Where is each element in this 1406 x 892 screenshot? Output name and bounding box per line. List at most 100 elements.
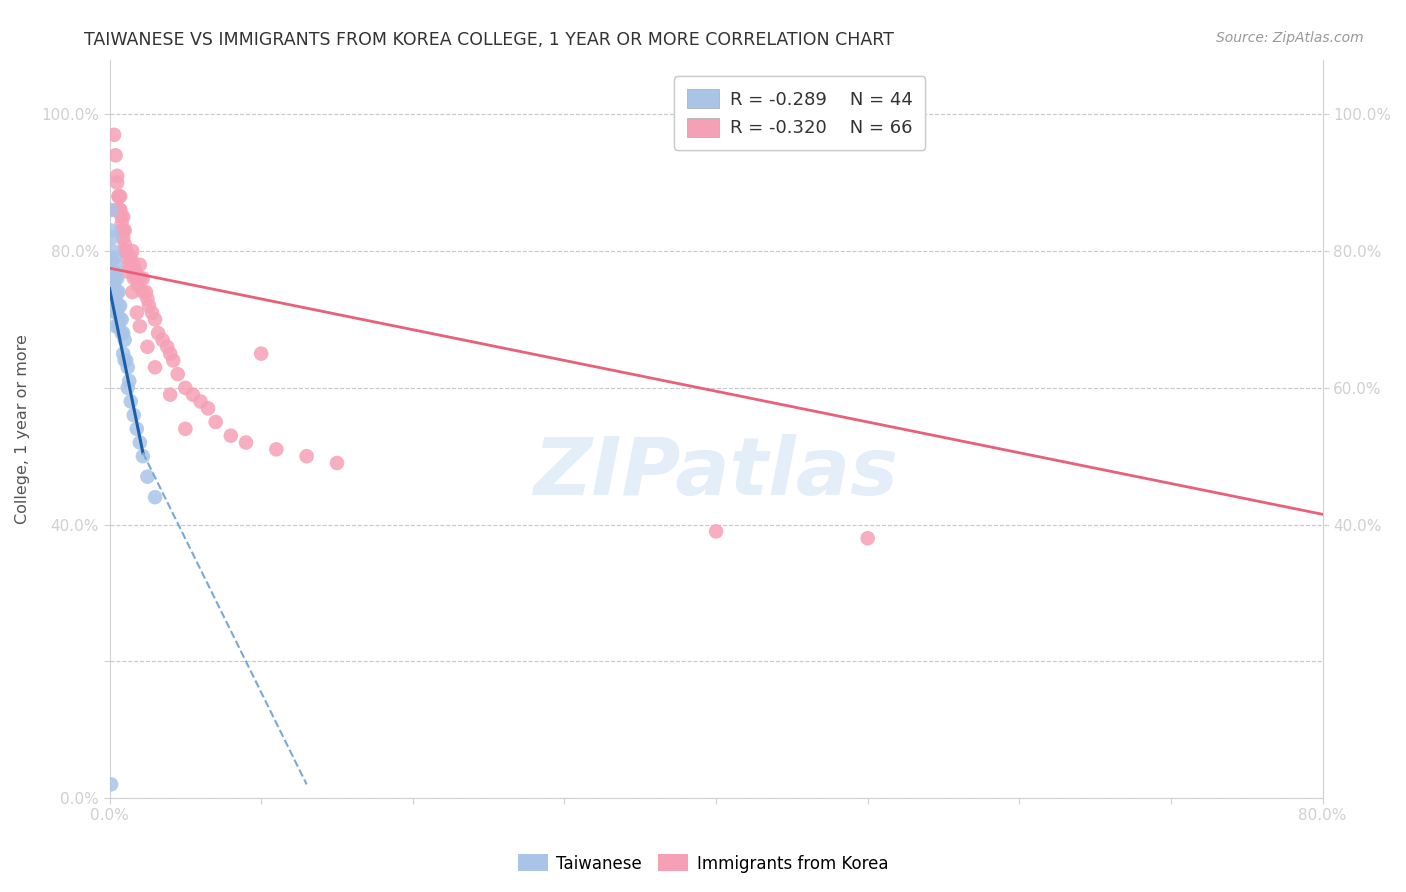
Point [104, 258, 127, 272]
Point [219, 428, 242, 442]
Point [135, 285, 157, 299]
Point [197, 401, 219, 416]
Point [125, 305, 148, 319]
Point [114, 244, 136, 258]
Point [104, 319, 127, 334]
Legend: Taiwanese, Immigrants from Korea: Taiwanese, Immigrants from Korea [510, 847, 896, 880]
Point [103, 251, 125, 265]
Point [174, 422, 197, 436]
Point [108, 189, 131, 203]
Point [326, 456, 349, 470]
Point [125, 422, 148, 436]
Point [127, 278, 149, 293]
Point [136, 340, 159, 354]
Point [141, 305, 163, 319]
Point [101, 292, 124, 306]
Text: Source: ZipAtlas.com: Source: ZipAtlas.com [1216, 31, 1364, 45]
Point [104, 148, 127, 162]
Legend: R = -0.289    N = 44, R = -0.320    N = 66: R = -0.289 N = 44, R = -0.320 N = 66 [673, 76, 925, 150]
Point [117, 264, 139, 278]
Point [704, 524, 727, 539]
Point [128, 435, 150, 450]
Point [112, 326, 135, 340]
Point [108, 312, 131, 326]
Point [143, 490, 166, 504]
Point [105, 285, 128, 299]
Point [128, 271, 150, 285]
Point [100, 777, 122, 791]
Point [111, 326, 134, 340]
Point [107, 189, 129, 203]
Point [108, 299, 131, 313]
Point [100, 223, 122, 237]
Point [190, 394, 212, 409]
Point [101, 278, 124, 293]
Point [112, 210, 135, 224]
Y-axis label: College, 1 year or more: College, 1 year or more [15, 334, 30, 524]
Point [132, 271, 155, 285]
Point [114, 353, 136, 368]
Point [117, 251, 139, 265]
Point [107, 202, 129, 217]
Point [100, 251, 122, 265]
Point [112, 230, 135, 244]
Point [143, 312, 166, 326]
Point [107, 189, 129, 203]
Point [100, 271, 122, 285]
Point [114, 223, 136, 237]
Point [118, 258, 141, 272]
Point [121, 244, 143, 258]
Point [117, 360, 139, 375]
Point [266, 442, 288, 457]
Point [112, 223, 135, 237]
Point [159, 387, 181, 401]
Point [104, 271, 127, 285]
Point [115, 244, 138, 258]
Point [159, 346, 181, 360]
Point [115, 353, 138, 368]
Point [166, 367, 188, 381]
Point [100, 202, 122, 217]
Point [856, 531, 879, 545]
Point [104, 305, 127, 319]
Point [101, 244, 124, 258]
Point [152, 333, 174, 347]
Point [120, 394, 142, 409]
Point [111, 210, 134, 224]
Point [138, 299, 160, 313]
Text: TAIWANESE VS IMMIGRANTS FROM KOREA COLLEGE, 1 YEAR OR MORE CORRELATION CHART: TAIWANESE VS IMMIGRANTS FROM KOREA COLLE… [84, 31, 894, 49]
Point [105, 176, 128, 190]
Point [156, 340, 179, 354]
Point [128, 258, 150, 272]
Point [107, 319, 129, 334]
Point [103, 128, 125, 142]
Point [111, 217, 134, 231]
Point [111, 223, 134, 237]
Point [124, 264, 146, 278]
Point [136, 469, 159, 483]
Point [104, 202, 127, 217]
Point [122, 258, 145, 272]
Point [136, 292, 159, 306]
Point [146, 326, 169, 340]
Point [105, 305, 128, 319]
Point [104, 292, 127, 306]
Point [128, 319, 150, 334]
Point [111, 312, 134, 326]
Point [117, 381, 139, 395]
Point [114, 333, 136, 347]
Point [295, 449, 318, 463]
Point [103, 278, 125, 293]
Point [114, 237, 136, 252]
Text: ZIPatlas: ZIPatlas [533, 434, 898, 512]
Point [143, 360, 166, 375]
Point [132, 285, 155, 299]
Point [132, 449, 155, 463]
Point [125, 271, 148, 285]
Point [108, 202, 131, 217]
Point [235, 435, 257, 450]
Point [101, 230, 124, 244]
Point [101, 264, 124, 278]
Point [204, 415, 226, 429]
Point [122, 271, 145, 285]
